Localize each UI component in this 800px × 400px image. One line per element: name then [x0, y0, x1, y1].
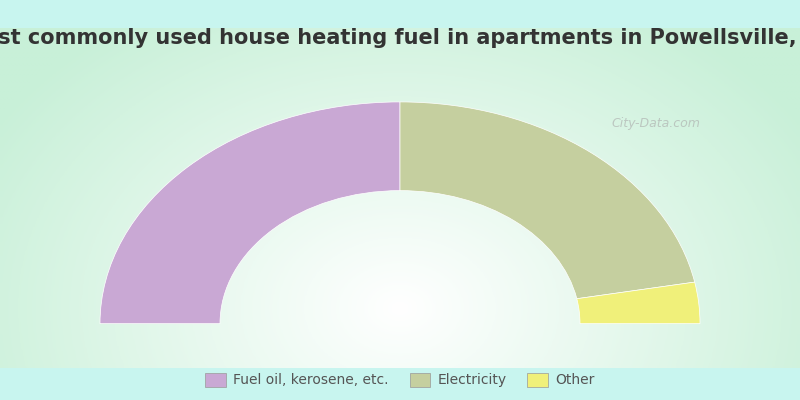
Text: Most commonly used house heating fuel in apartments in Powellsville, NC: Most commonly used house heating fuel in… — [0, 28, 800, 48]
Wedge shape — [100, 102, 400, 324]
Text: City-Data.com: City-Data.com — [611, 117, 701, 130]
Legend: Fuel oil, kerosene, etc., Electricity, Other: Fuel oil, kerosene, etc., Electricity, O… — [200, 367, 600, 393]
Wedge shape — [577, 282, 700, 324]
Wedge shape — [400, 102, 694, 299]
